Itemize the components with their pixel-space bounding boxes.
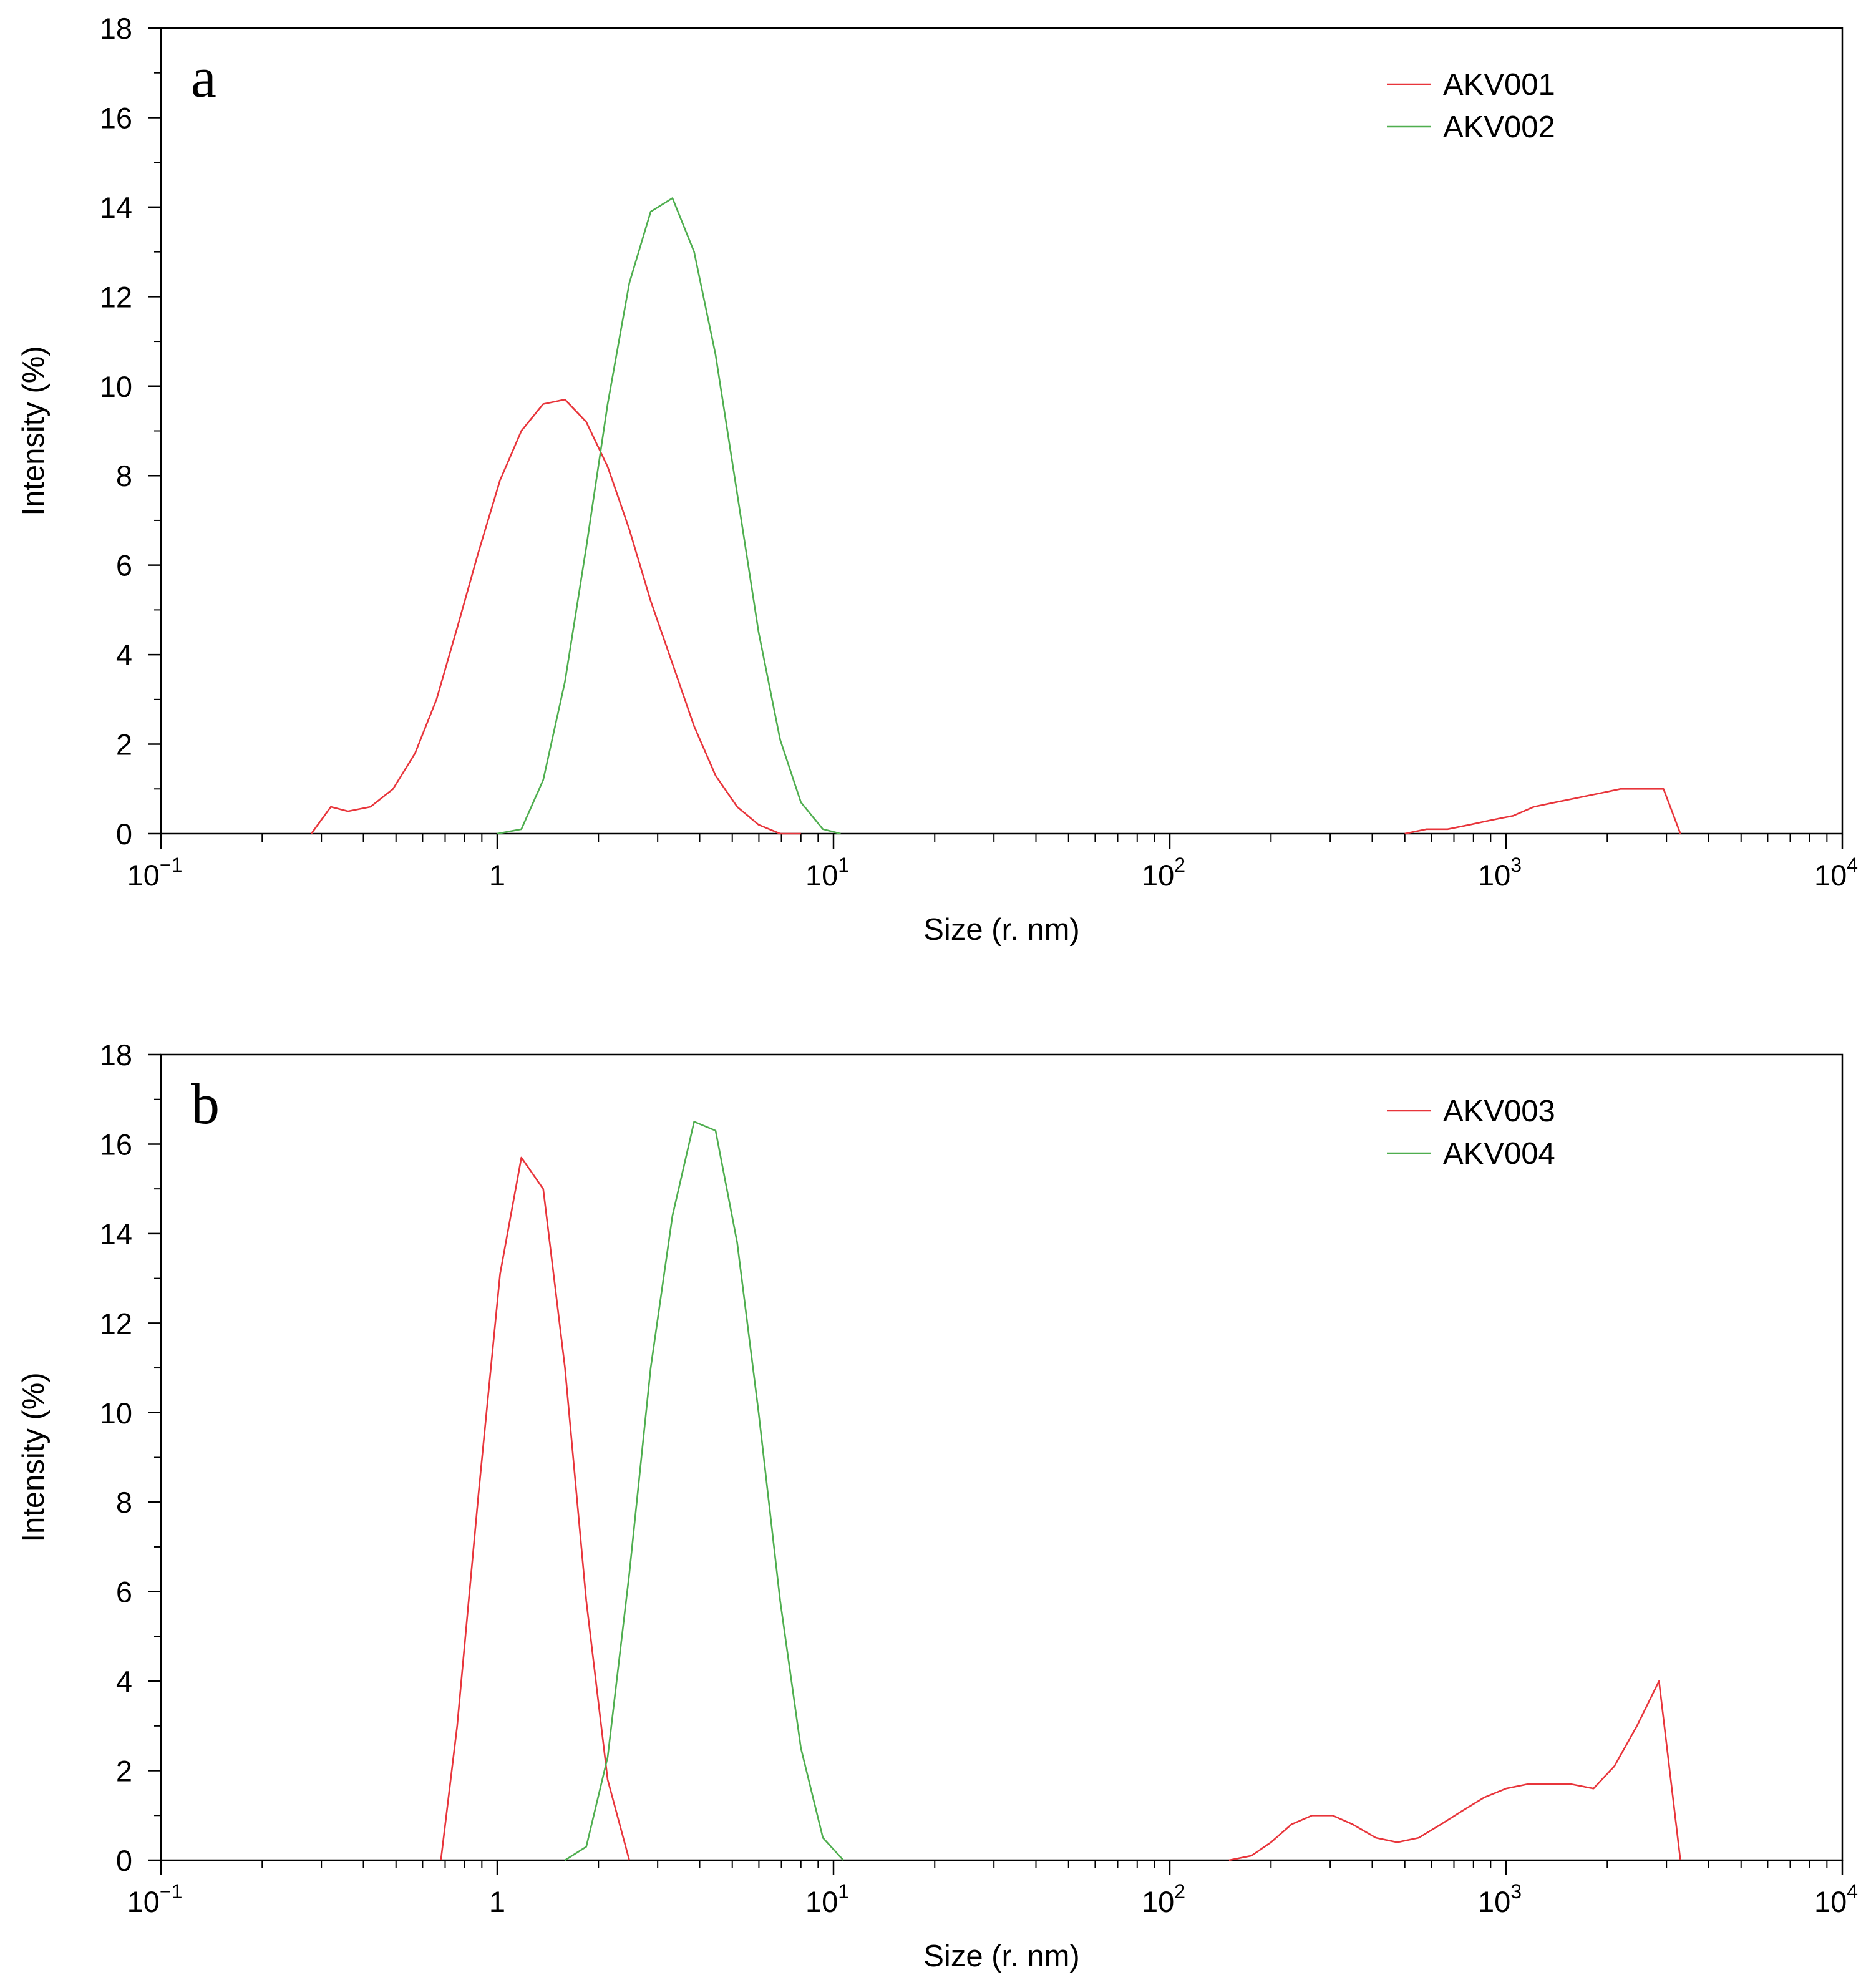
y-tick-label: 0 [116, 817, 132, 851]
x-tick-label: 103 [1478, 1880, 1522, 1918]
x-tick-exponent: −1 [160, 1880, 182, 1903]
series-line-akv001 [310, 398, 801, 835]
x-tick-exponent: 2 [1174, 854, 1185, 876]
x-tick-base: 1 [489, 1885, 505, 1918]
panel-label: b [191, 1072, 220, 1136]
y-tick-label: 12 [100, 1307, 132, 1340]
series-line-akv001 [1404, 788, 1681, 835]
series-line-akv002 [497, 197, 841, 835]
series-line-akv003 [440, 1156, 630, 1861]
x-tick-base: 10 [1142, 1885, 1174, 1918]
x-tick-label: 102 [1142, 1880, 1185, 1918]
y-tick-label: 0 [116, 1844, 132, 1877]
x-tick-label: 10−1 [127, 1880, 183, 1918]
x-tick-base: 10 [805, 1885, 838, 1918]
y-axis-label: Intensity (%) [17, 1372, 51, 1542]
x-tick-base: 10 [1478, 859, 1510, 892]
x-tick-base: 10 [127, 1885, 160, 1918]
y-tick-label: 14 [100, 1217, 132, 1251]
x-tick-base: 10 [127, 859, 160, 892]
x-tick-exponent: −1 [160, 854, 182, 876]
x-tick-exponent: 4 [1847, 1880, 1858, 1903]
series-line-akv004 [564, 1121, 844, 1861]
series-line-akv003 [1228, 1680, 1681, 1861]
panel-label: a [191, 46, 216, 109]
x-tick-label: 104 [1814, 854, 1858, 892]
x-tick-base: 10 [1142, 859, 1174, 892]
x-tick-label: 1 [489, 1885, 505, 1918]
y-tick-label: 16 [100, 101, 132, 134]
x-tick-exponent: 1 [838, 854, 849, 876]
x-tick-base: 10 [1814, 1885, 1847, 1918]
y-tick-label: 10 [100, 1397, 132, 1430]
y-tick-label: 14 [100, 191, 132, 224]
y-tick-label: 4 [116, 638, 132, 671]
x-tick-base: 1 [489, 859, 505, 892]
x-tick-label: 101 [805, 1880, 849, 1918]
y-tick-label: 18 [100, 1038, 132, 1071]
y-tick-label: 4 [116, 1665, 132, 1698]
y-tick-label: 6 [116, 1576, 132, 1609]
x-tick-label: 103 [1478, 854, 1522, 892]
legend-label: AKV001 [1443, 68, 1555, 102]
y-tick-label: 8 [116, 459, 132, 492]
legend-label: AKV003 [1443, 1095, 1555, 1128]
x-tick-base: 10 [1478, 1885, 1510, 1918]
y-tick-label: 18 [100, 12, 132, 45]
x-tick-exponent: 3 [1510, 1880, 1522, 1903]
x-tick-exponent: 1 [838, 1880, 849, 1903]
y-tick-label: 6 [116, 549, 132, 582]
x-tick-label: 1 [489, 859, 505, 892]
y-tick-label: 10 [100, 370, 132, 403]
x-tick-exponent: 4 [1847, 854, 1858, 876]
legend-label: AKV004 [1443, 1137, 1555, 1171]
y-tick-label: 8 [116, 1486, 132, 1519]
x-tick-label: 10−1 [127, 854, 183, 892]
x-tick-exponent: 3 [1510, 854, 1522, 876]
x-tick-label: 102 [1142, 854, 1185, 892]
x-tick-exponent: 2 [1174, 1880, 1185, 1903]
y-tick-label: 2 [116, 1755, 132, 1788]
y-tick-label: 2 [116, 728, 132, 761]
y-axis-label: Intensity (%) [17, 346, 51, 515]
x-axis-label: Size (r. nm) [923, 913, 1079, 947]
y-tick-label: 12 [100, 280, 132, 313]
y-tick-label: 16 [100, 1128, 132, 1161]
legend-label: AKV002 [1443, 110, 1555, 144]
x-tick-base: 10 [805, 859, 838, 892]
x-tick-base: 10 [1814, 859, 1847, 892]
x-tick-label: 101 [805, 854, 849, 892]
x-tick-label: 104 [1814, 1880, 1858, 1918]
x-axis-label: Size (r. nm) [923, 1939, 1079, 1973]
